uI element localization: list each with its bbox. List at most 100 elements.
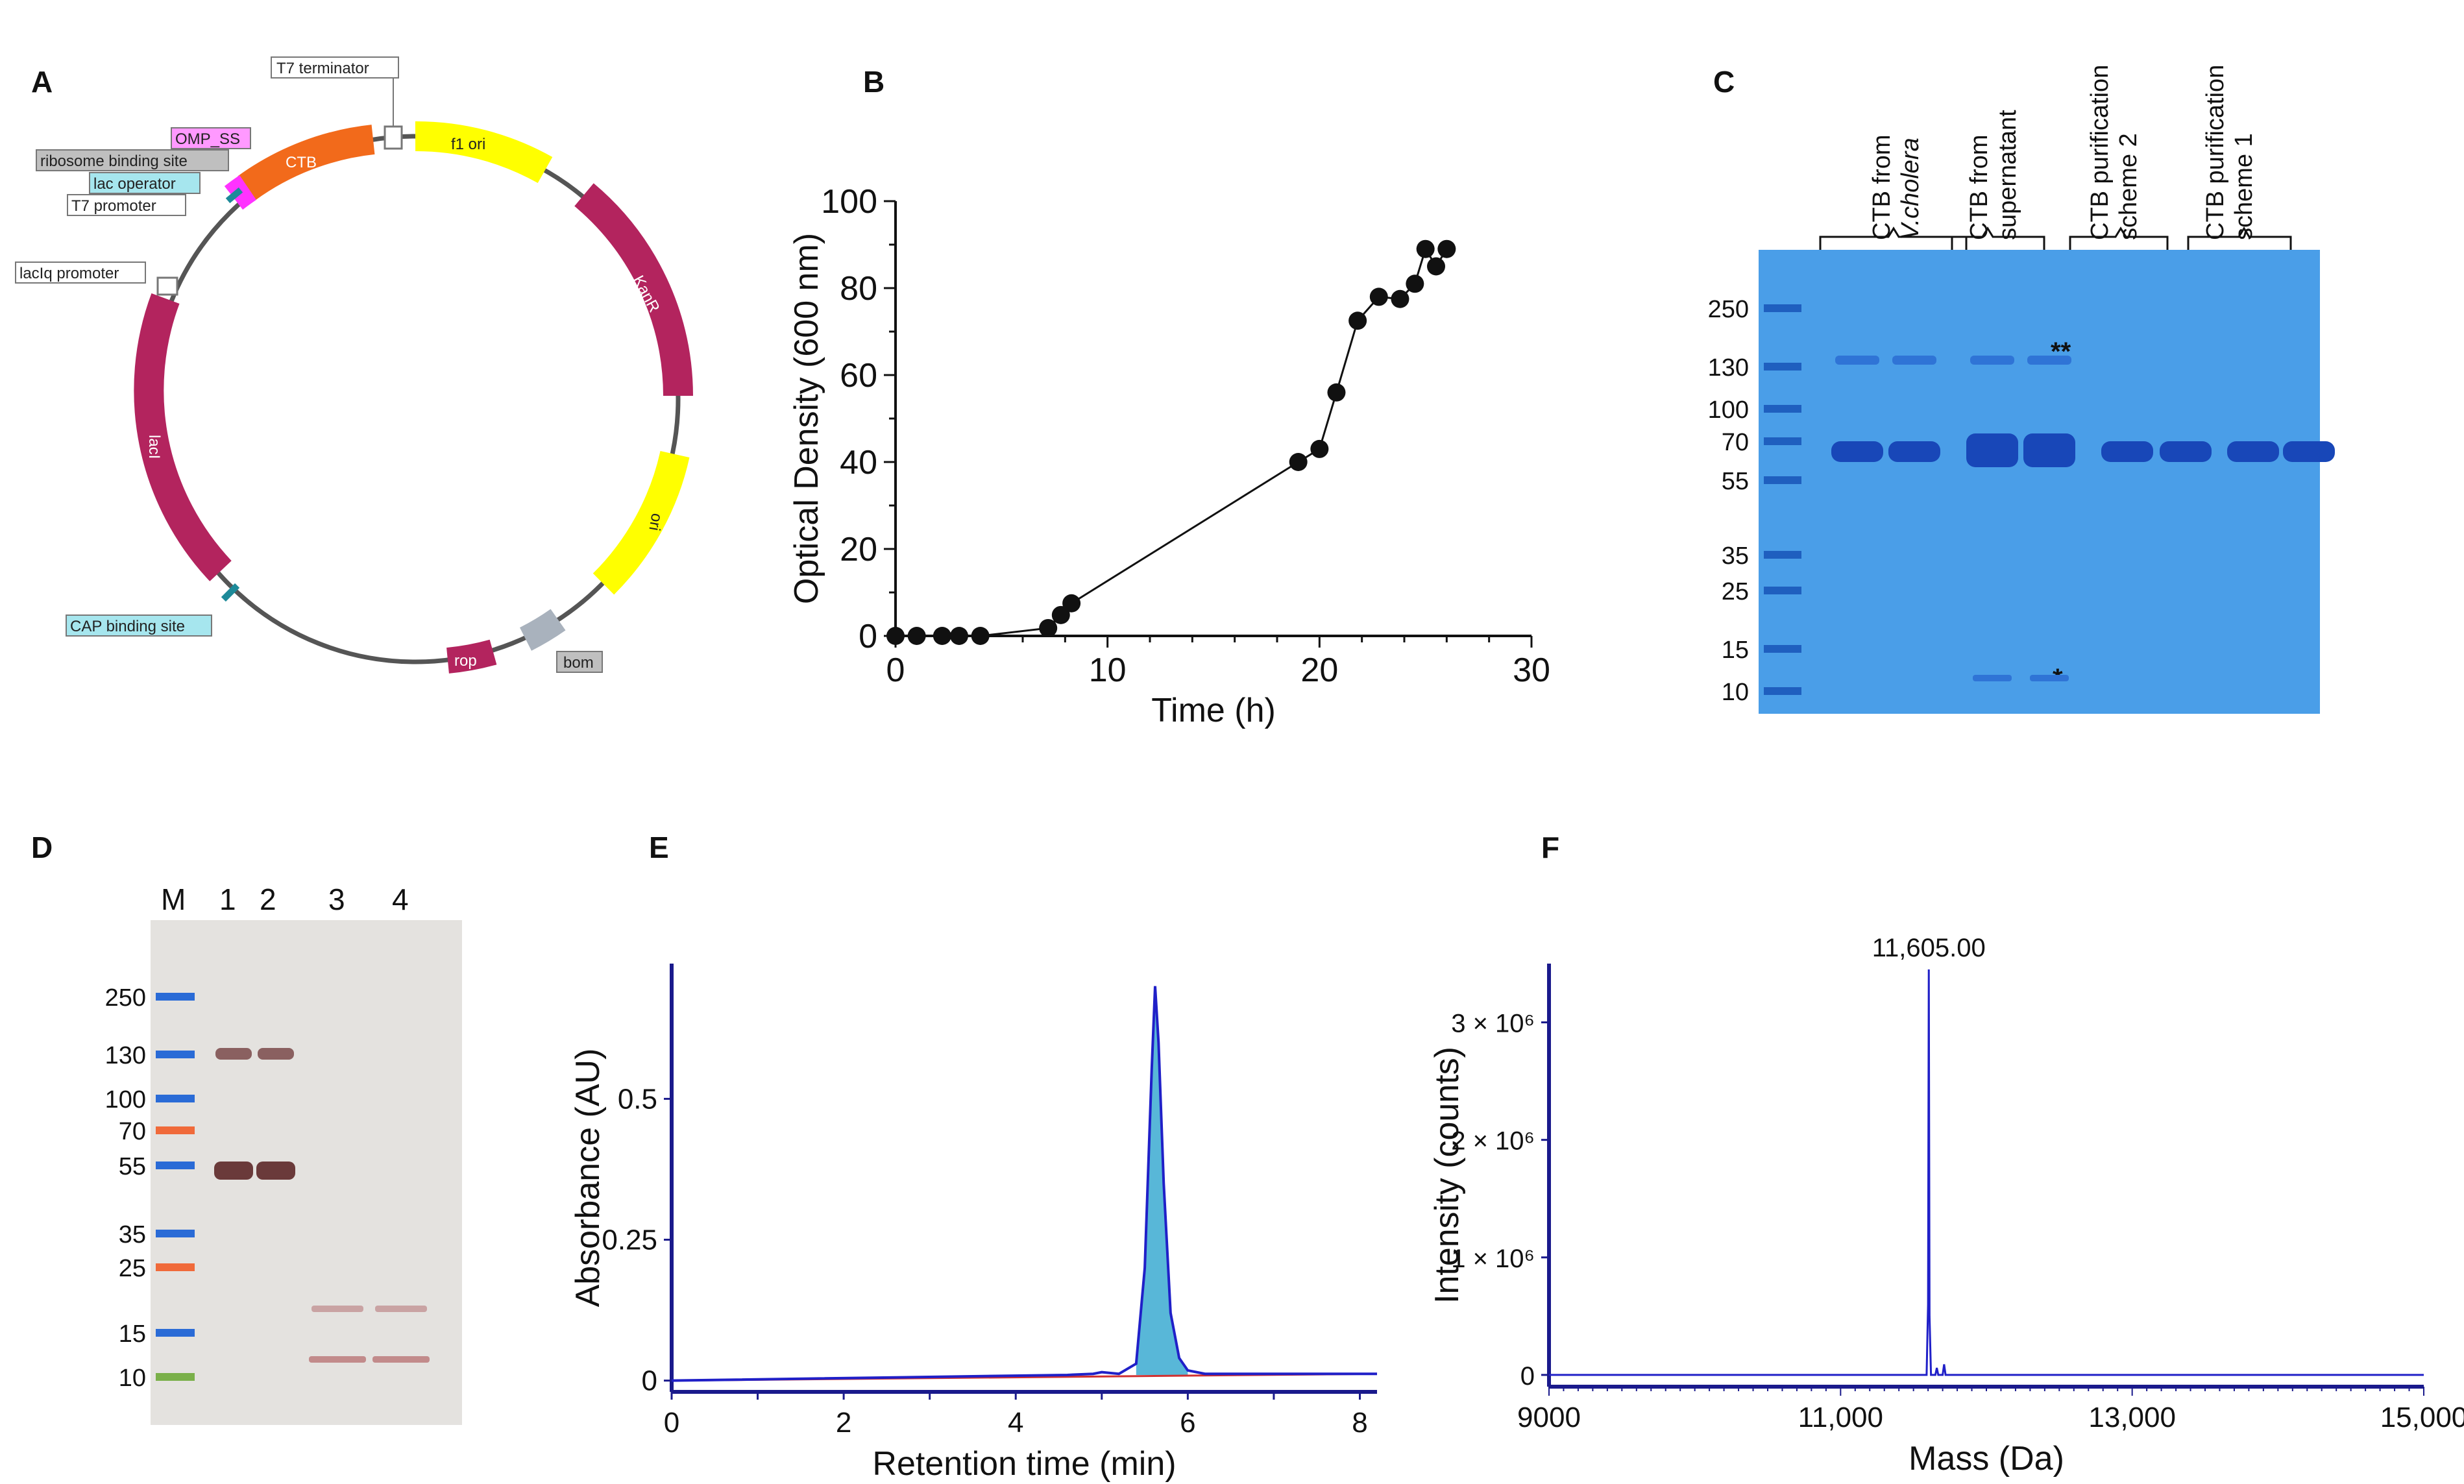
blot-d-ladder-band <box>156 1230 195 1237</box>
feature-cap-marker <box>221 583 240 602</box>
gel-c-marker-label: 100 <box>1708 396 1749 424</box>
lane-group-2-line1: CTB from <box>1966 134 1993 240</box>
b-data-point <box>907 627 926 645</box>
callout-bom: bom <box>563 654 594 672</box>
blot-d-faint-band <box>375 1306 427 1312</box>
label-rop: rop <box>454 652 477 670</box>
b-x-axis-label: Time (h) <box>1151 692 1276 729</box>
feature-t7-terminator-box <box>384 125 403 150</box>
lane-group-2-line2: supernatant <box>1994 110 2021 240</box>
b-series-line <box>896 247 1448 637</box>
callout-lac-operator: lac operator <box>93 175 176 193</box>
b-data-point <box>971 627 990 645</box>
b-x-tick-label: 30 <box>1513 651 1550 689</box>
blot-lane-m: M <box>161 882 186 916</box>
b-y-tick-label: 100 <box>821 183 877 221</box>
feature-laciq-box <box>156 276 178 296</box>
b-data-point <box>1406 274 1424 293</box>
blot-d-faint-band <box>309 1356 366 1363</box>
gel-c-ladder-band <box>1764 476 1801 484</box>
b-data-point <box>1051 605 1070 624</box>
e-x-tick-label: 2 <box>836 1407 851 1439</box>
gel-c-marker-label: 130 <box>1708 354 1749 382</box>
feature-bom-arc <box>519 609 566 651</box>
blot-d-ladder-band <box>156 1095 195 1102</box>
feature-rop-arc <box>446 639 497 674</box>
blot-d-marker-label: 130 <box>105 1042 146 1069</box>
b-y-axis-label: Optical Density (600 nm) <box>788 233 825 604</box>
b-data-point <box>1039 618 1058 637</box>
blot-d-marker-labels: 250 130 100 70 55 35 25 15 10 <box>105 984 146 1392</box>
b-data-point <box>1289 453 1308 471</box>
b-y-tick-label: 60 <box>840 357 877 395</box>
panel-label-b: B <box>863 65 884 99</box>
gel-c-ladder-band <box>1764 587 1801 594</box>
b-data-point <box>1369 287 1388 306</box>
gel-c-upper-band <box>1892 356 1936 365</box>
feature-kanr-arc <box>574 183 693 396</box>
e-y-axis-label: Absorbance (AU) <box>569 1049 607 1308</box>
label-ori: ori <box>645 512 665 532</box>
gel-c-main-band <box>1966 433 2018 467</box>
lane-group-1-line1: CTB from <box>1868 134 1896 240</box>
gel-c-upper-band <box>1970 356 2014 365</box>
gel-c-marker-label: 70 <box>1722 429 1749 456</box>
b-data-point <box>1348 311 1367 330</box>
f-y-tick-label: 1 × 10⁶ <box>1451 1245 1535 1273</box>
gel-c-lower-band <box>2030 675 2069 681</box>
gel-c-marker-label: 25 <box>1722 578 1749 605</box>
gel-c-ladder-band <box>1764 405 1801 413</box>
b-data-point <box>1437 239 1456 258</box>
b-y-tick-label: 80 <box>840 270 877 308</box>
e-x-tick-label: 6 <box>1180 1407 1195 1439</box>
blot-d-ladder-band <box>156 1162 195 1169</box>
b-data-point <box>886 627 905 645</box>
e-x-tick-label: 0 <box>664 1407 679 1439</box>
gel-c-lower-band <box>1973 675 2012 681</box>
e-y-tick-label: 0.25 <box>602 1224 657 1256</box>
f-y-tick-label: 3 × 10⁶ <box>1451 1010 1535 1038</box>
gel-c-upper-band <box>2027 356 2071 365</box>
b-data-point <box>1327 383 1346 402</box>
blot-d-ladder-band <box>156 1373 195 1381</box>
blot-d-marker-label: 70 <box>119 1118 146 1145</box>
panel-label-c: C <box>1713 65 1735 99</box>
lane-group-1-line2: V.cholera <box>1897 138 1924 240</box>
lane-group-4-line2: scheme 1 <box>2230 133 2258 240</box>
blot-d-main-band <box>256 1162 295 1180</box>
blot-d-marker-label: 250 <box>105 984 146 1012</box>
lane-group-4-line1: CTB purification <box>2202 65 2229 240</box>
panel-d-western-blot: D M 1 2 3 4 250 130 100 70 55 35 25 15 10 <box>31 831 462 1425</box>
blot-lane-3: 3 <box>328 882 345 916</box>
feature-ctb-arc <box>238 125 375 201</box>
blot-d-marker-label: 15 <box>119 1320 146 1348</box>
plasmid-features <box>134 121 693 674</box>
e-sample-line <box>671 986 1377 1382</box>
blot-d-marker-label: 10 <box>119 1365 146 1392</box>
gel-c-marker-label: 10 <box>1722 679 1749 706</box>
f-peak-label: 11,605.00 <box>1872 934 1986 962</box>
gel-c-image <box>1759 250 2320 714</box>
gel-c-main-band <box>2227 441 2279 462</box>
panel-b-growth-chart: B 0 10 20 30 0 20 40 60 80 100 Time (h) Optical Den… <box>788 65 1550 729</box>
feature-operator-marker <box>225 187 243 204</box>
blot-d-marker-label: 100 <box>105 1086 146 1113</box>
gel-c-main-band <box>2023 433 2075 467</box>
gel-c-ladder-band <box>1764 551 1801 559</box>
feature-ori-arc <box>592 450 690 595</box>
f-x-tick-label: 11,000 <box>1798 1402 1883 1433</box>
label-ctb: CTB <box>286 154 317 171</box>
blot-lane-4: 4 <box>392 882 409 916</box>
panel-label-d: D <box>31 831 53 864</box>
panel-f-mass-spectrum: F 9000 11,000 13,000 15,000 0 1 × 10⁶ 2 × 10⁶ 3… <box>1428 831 2464 1478</box>
blot-d-marker-label: 25 <box>119 1255 146 1282</box>
b-data-point <box>1062 594 1081 613</box>
b-data-point <box>1427 257 1445 276</box>
blot-d-ladder-band <box>156 1126 195 1134</box>
blot-d-ladder-band <box>156 1329 195 1337</box>
gel-c-upper-band <box>1835 356 1879 365</box>
plasmid-callouts: T7 terminator OMP_SS ribosome binding si… <box>15 56 603 673</box>
f-y-tick-label: 0 <box>1520 1362 1535 1391</box>
gel-c-marker-label: 35 <box>1722 542 1749 570</box>
e-y-tick-label: 0.5 <box>618 1083 657 1115</box>
